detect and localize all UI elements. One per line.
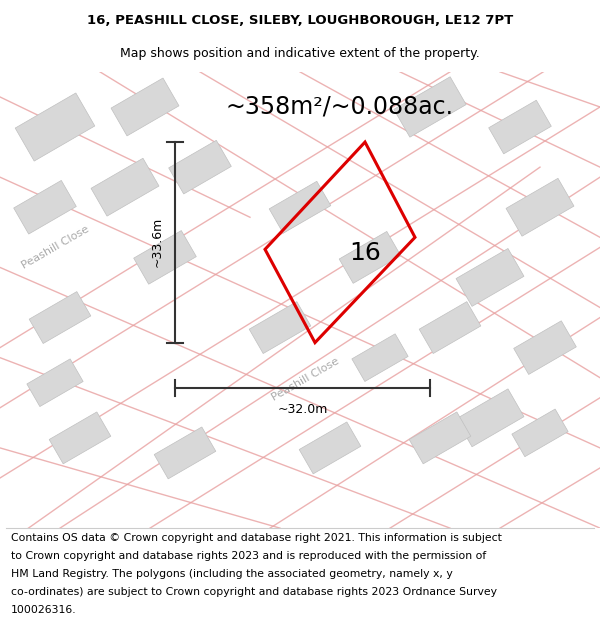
Polygon shape (512, 409, 568, 457)
Text: ~32.0m: ~32.0m (277, 403, 328, 416)
Text: 16, PEASHILL CLOSE, SILEBY, LOUGHBOROUGH, LE12 7PT: 16, PEASHILL CLOSE, SILEBY, LOUGHBOROUGH… (87, 14, 513, 28)
Polygon shape (49, 412, 111, 464)
Polygon shape (154, 427, 216, 479)
Polygon shape (111, 78, 179, 136)
Polygon shape (394, 77, 466, 137)
Polygon shape (14, 181, 76, 234)
Text: Peashill Close: Peashill Close (269, 356, 340, 403)
Polygon shape (506, 178, 574, 236)
Polygon shape (456, 389, 524, 447)
Polygon shape (299, 422, 361, 474)
Text: ~33.6m: ~33.6m (151, 217, 163, 268)
Text: 16: 16 (349, 241, 381, 265)
Polygon shape (169, 141, 232, 194)
Polygon shape (27, 359, 83, 406)
Polygon shape (269, 181, 331, 233)
Polygon shape (352, 334, 408, 381)
Polygon shape (409, 412, 471, 464)
Text: to Crown copyright and database rights 2023 and is reproduced with the permissio: to Crown copyright and database rights 2… (11, 551, 486, 561)
Polygon shape (15, 93, 95, 161)
Text: Contains OS data © Crown copyright and database right 2021. This information is : Contains OS data © Crown copyright and d… (11, 533, 502, 543)
Polygon shape (91, 158, 159, 216)
Polygon shape (514, 321, 577, 374)
Text: 100026316.: 100026316. (11, 604, 76, 614)
Polygon shape (29, 292, 91, 344)
Polygon shape (134, 231, 196, 284)
Text: HM Land Registry. The polygons (including the associated geometry, namely x, y: HM Land Registry. The polygons (includin… (11, 569, 452, 579)
Text: Peashill Close: Peashill Close (20, 224, 91, 271)
Polygon shape (419, 302, 481, 354)
Polygon shape (249, 302, 311, 354)
Text: Map shows position and indicative extent of the property.: Map shows position and indicative extent… (120, 47, 480, 60)
Polygon shape (339, 231, 401, 283)
Text: ~358m²/~0.088ac.: ~358m²/~0.088ac. (226, 95, 454, 119)
Polygon shape (488, 100, 551, 154)
Text: co-ordinates) are subject to Crown copyright and database rights 2023 Ordnance S: co-ordinates) are subject to Crown copyr… (11, 587, 497, 597)
Polygon shape (456, 249, 524, 306)
